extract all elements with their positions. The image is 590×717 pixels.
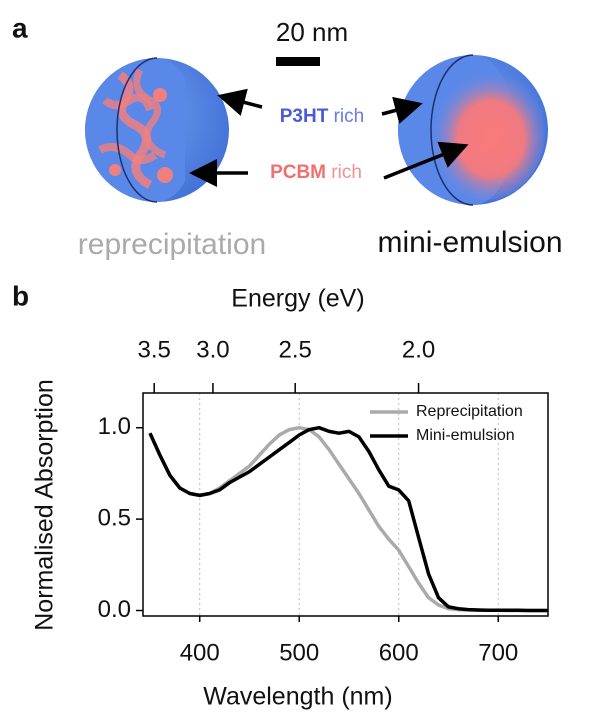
x-tick-label: 400: [180, 639, 220, 666]
arrow: [224, 97, 262, 107]
panel-label: b: [12, 280, 29, 311]
x2-tick-label: 2.0: [402, 336, 435, 363]
y-tick-label: 0.5: [98, 504, 131, 531]
x2-axis-title: Energy (eV): [231, 285, 364, 313]
panel-a: a 20 nm P3HT rich PCBM rich reprecipitat…: [12, 12, 563, 261]
scale-bar-label: 20 nm: [276, 17, 348, 47]
y-tick-label: 0.0: [98, 596, 131, 623]
p3ht-label: P3HT rich: [280, 106, 364, 127]
blend-pattern: [85, 58, 185, 202]
x2-tick-label: 2.5: [278, 336, 311, 363]
legend-label: Mini-emulsion: [416, 427, 515, 444]
x-tick-label: 600: [379, 639, 419, 666]
x-axis-title: Wavelength (nm): [203, 683, 392, 711]
pcbm-label: PCBM rich: [270, 162, 362, 183]
legend-label: Reprecipitation: [416, 403, 523, 420]
x2-tick-label: 3.0: [196, 336, 229, 363]
x2-tick-label: 3.5: [137, 336, 170, 363]
series-line: [150, 428, 548, 611]
caption: mini-emulsion: [377, 226, 562, 259]
y-tick-label: 1.0: [98, 413, 131, 440]
x-tick-label: 700: [478, 639, 518, 666]
panel-label: a: [12, 12, 28, 43]
x-tick-label: 500: [279, 639, 319, 666]
caption: reprecipitation: [78, 228, 266, 261]
series-line: [150, 428, 548, 611]
panel-b: b Energy (eV) Wavelength (nm) Normalised…: [12, 280, 548, 710]
figure: a 20 nm P3HT rich PCBM rich reprecipitat…: [0, 0, 590, 717]
y-axis-title: Normalised Absorption: [31, 379, 59, 631]
scale-bar: [276, 57, 320, 66]
